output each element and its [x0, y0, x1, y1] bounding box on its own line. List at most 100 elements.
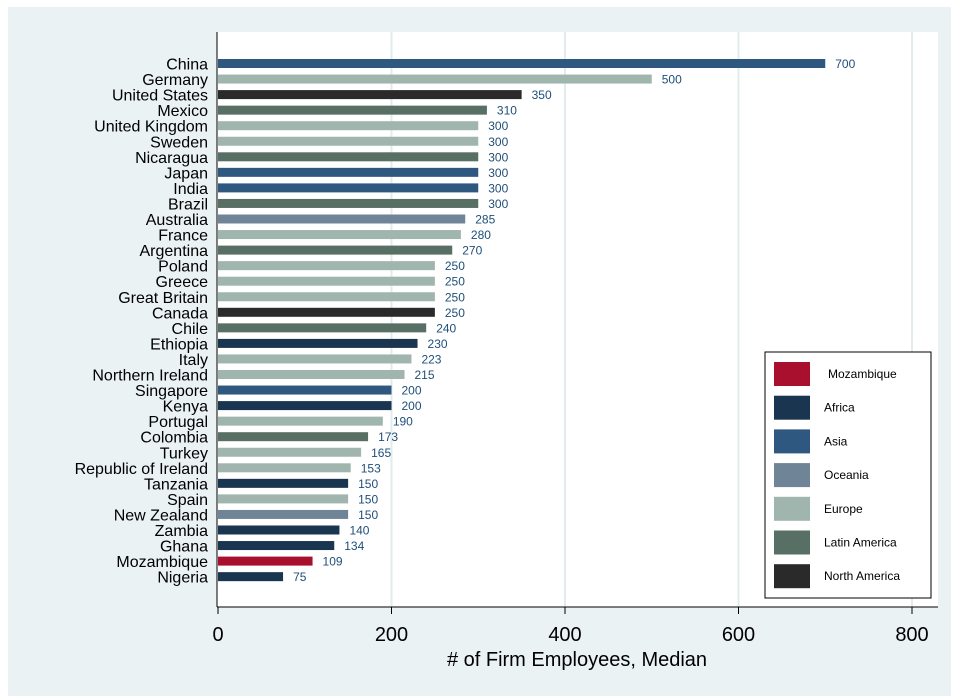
data-label: 300: [488, 135, 508, 149]
data-label: 150: [358, 508, 378, 522]
category-label: Turkey: [160, 445, 208, 462]
data-label: 300: [488, 150, 508, 164]
bars: [218, 59, 826, 582]
category-label: Poland: [158, 259, 208, 276]
x-tick-label: 0: [212, 624, 223, 646]
category-label: Germany: [142, 72, 208, 89]
bar: [218, 214, 466, 224]
data-label: 300: [488, 181, 508, 195]
data-label: 223: [421, 352, 441, 366]
bar: [218, 354, 412, 364]
category-label: Tanzania: [144, 476, 208, 493]
bar: [218, 121, 479, 131]
category-label: Mexico: [157, 103, 208, 120]
bar: [218, 105, 487, 115]
x-axis-title: # of Firm Employees, Median: [447, 649, 707, 671]
legend-swatch: [774, 530, 810, 555]
bar: [218, 447, 362, 457]
data-label: 200: [402, 384, 422, 398]
bar: [218, 261, 435, 271]
data-label: 150: [358, 477, 378, 491]
bar: [218, 59, 826, 68]
data-label: 190: [393, 415, 413, 429]
category-label: Sweden: [150, 134, 208, 151]
category-label: Colombia: [140, 430, 208, 447]
data-label: 285: [475, 213, 495, 227]
category-label: China: [166, 57, 208, 74]
bar: [218, 463, 351, 473]
bar: [218, 323, 427, 333]
category-label: Japan: [164, 165, 208, 182]
data-label: 140: [349, 524, 369, 538]
data-label: 153: [361, 461, 381, 475]
category-label: Nicaragua: [135, 150, 208, 167]
bar: [218, 167, 479, 177]
bar: [218, 525, 340, 535]
data-label: 300: [488, 197, 508, 211]
category-label: Canada: [152, 305, 208, 322]
data-label: 700: [835, 57, 855, 71]
bar: [218, 245, 453, 255]
legend-swatch: [774, 362, 810, 386]
legend-label: North America: [824, 569, 900, 583]
legend: Mozambique Africa Asia Oceania Europe Latin A…: [764, 351, 932, 599]
category-label: India: [173, 181, 208, 198]
bar: [218, 136, 479, 146]
category-label: Kenya: [163, 399, 208, 416]
bar: [218, 307, 435, 317]
x-tick-label: 200: [375, 624, 408, 646]
data-label: 500: [662, 73, 682, 87]
category-label: Ethiopia: [150, 336, 208, 353]
bar: [218, 370, 405, 379]
category-label: Zambia: [155, 523, 208, 540]
category-label: Spain: [167, 492, 208, 509]
category-label: Chile: [172, 321, 209, 338]
legend-swatch: [774, 395, 810, 420]
category-label: New Zealand: [114, 507, 208, 524]
bar: [218, 385, 392, 395]
x-tick-label: 600: [722, 624, 755, 646]
category-label: Brazil: [168, 196, 208, 213]
legend-label: Oceania: [824, 468, 869, 482]
bar: [218, 494, 349, 504]
legend-label: Africa: [824, 401, 855, 415]
category-label: Portugal: [148, 414, 208, 431]
data-label: 350: [532, 88, 552, 102]
bar: [218, 541, 335, 551]
data-label: 300: [488, 166, 508, 180]
x-tick-label: 800: [895, 624, 928, 646]
data-label: 165: [371, 446, 391, 460]
data-label: 200: [402, 399, 422, 413]
data-label: 240: [436, 321, 456, 335]
data-label: 250: [445, 275, 465, 289]
bar: [218, 478, 349, 488]
data-label: 270: [462, 244, 482, 258]
data-label: 75: [293, 570, 307, 584]
category-label: France: [158, 228, 208, 245]
data-label: 150: [358, 492, 378, 506]
legend-swatch: [774, 496, 810, 521]
category-label: United States: [112, 88, 208, 105]
category-label: Northern Ireland: [92, 368, 208, 385]
data-label: 109: [323, 555, 343, 569]
category-label: Great Britain: [118, 290, 208, 307]
legend-swatch: [774, 429, 810, 454]
x-axis-ticks: 0 200 400 600 800: [212, 607, 929, 646]
legend-label: Asia: [824, 434, 848, 448]
bar: [218, 432, 369, 442]
category-label: Argentina: [140, 243, 209, 260]
category-label: Australia: [146, 212, 208, 229]
data-label: 310: [497, 104, 517, 118]
category-label: Greece: [156, 274, 209, 291]
bar: [218, 230, 461, 240]
category-label: Republic of Ireland: [75, 461, 208, 478]
category-label: Mozambique: [116, 554, 208, 571]
data-label: 250: [445, 290, 465, 304]
data-label: 250: [445, 259, 465, 273]
data-label: 250: [445, 306, 465, 320]
category-label: Singapore: [135, 383, 208, 400]
bar: [218, 276, 435, 286]
bar: [218, 401, 392, 411]
